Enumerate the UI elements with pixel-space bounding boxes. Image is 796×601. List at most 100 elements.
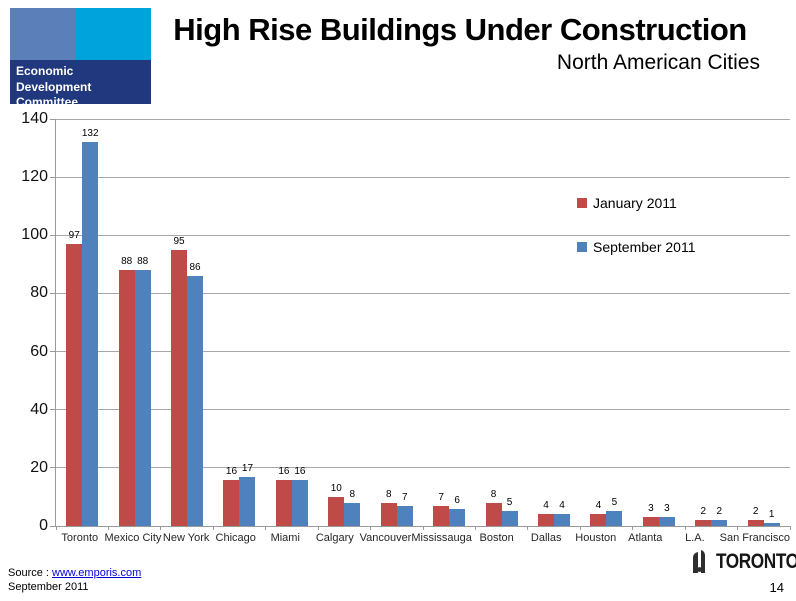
x-axis-label-houston: Houston	[575, 532, 617, 544]
data-label-january-2011-chicago: 16	[225, 465, 238, 477]
y-axis-tick	[50, 351, 56, 353]
gridline	[56, 176, 790, 178]
legend-item-january-2011: January 2011	[577, 195, 695, 211]
data-label-january-2011-dallas: 4	[543, 500, 549, 512]
logo-blue-square	[10, 8, 76, 60]
committee-logo: Economic Development Committee	[10, 8, 151, 109]
category-group-miami: 16 16	[266, 119, 318, 526]
bar-september-2011-calgary: 8	[344, 489, 361, 526]
category-group-mexico-city: 88 88	[108, 119, 160, 526]
committee-logo-squares	[10, 8, 151, 60]
x-axis-label-miami: Miami	[270, 532, 300, 544]
gridline	[56, 234, 790, 236]
page-subtitle: North American Cities	[556, 51, 760, 74]
x-axis-tick	[212, 526, 214, 530]
x-axis-label-mississauga: Mississauga	[411, 532, 472, 544]
logo-cyan-square	[76, 8, 151, 60]
category-group-new-york: 95 86	[161, 119, 213, 526]
x-axis-tick	[737, 526, 739, 530]
bar-september-2011-mexico-city: 88	[134, 256, 151, 526]
bar-september-2011-miami: 16	[291, 466, 308, 526]
source-label: Source :	[8, 567, 53, 579]
x-axis-label-dallas: Dallas	[530, 532, 562, 544]
data-label-january-2011-new-york: 95	[173, 235, 185, 247]
toronto-wordmark: TORONTO	[716, 550, 796, 573]
x-axis-tick	[370, 526, 372, 530]
y-axis-tick	[50, 118, 56, 120]
x-axis-tick	[107, 526, 109, 530]
y-axis-tick	[50, 176, 56, 178]
gridline	[56, 292, 790, 294]
bar-september-2011-chicago: 17	[239, 463, 256, 526]
bar-september-2011-new-york: 86	[187, 262, 204, 526]
data-label-september-2011-l-a: 2	[716, 506, 723, 518]
x-axis-label-boston: Boston	[479, 532, 514, 544]
data-label-september-2011-calgary: 8	[349, 488, 356, 500]
toronto-logo: TORONTO	[688, 548, 796, 576]
x-axis-labels: Toronto Mexico City New York Chicago Miami Ca…	[55, 532, 790, 544]
data-label-january-2011-houston: 4	[595, 500, 602, 512]
page-title: High Rise Buildings Under Construction	[173, 12, 747, 47]
bars-container: 97 132 88 88 95 86 16 17 16 16 10 8 8 7 7 6 8 5 4 4 4 5 3 3 2 2 2 1	[56, 119, 790, 526]
data-label-january-2011-atlanta: 3	[648, 503, 654, 515]
x-axis-label-vancouver: Vancouver	[359, 532, 412, 544]
gridline	[56, 351, 790, 353]
data-label-january-2011-san-francisco: 2	[752, 506, 759, 518]
plot-area: 97 132 88 88 95 86 16 17 16 16 10 8 8 7 7 6 8 5 4 4 4 5 3 3 2 2 2 1	[50, 118, 791, 530]
bar-september-2011-san-francisco: 1	[763, 509, 780, 526]
source-link[interactable]: www.emporis.com	[52, 567, 142, 579]
bar-january-2011-miami: 16	[275, 466, 292, 526]
legend-swatch-september-2011	[577, 242, 587, 252]
data-label-january-2011-mississauga: 7	[438, 491, 444, 503]
data-label-january-2011-l-a: 2	[700, 506, 707, 518]
x-axis-tick	[579, 526, 581, 530]
y-axis-tick-label: 140	[21, 110, 48, 127]
data-label-january-2011-calgary: 10	[330, 482, 342, 494]
bar-september-2011-l-a: 2	[711, 506, 728, 526]
x-axis-tick	[632, 526, 634, 530]
x-axis-tick	[160, 526, 162, 530]
source-line: Source : www.emporis.com	[8, 566, 141, 580]
data-label-september-2011-toronto: 132	[81, 128, 99, 140]
data-label-september-2011-boston: 5	[506, 497, 513, 509]
category-group-calgary: 10 8	[318, 119, 370, 526]
bar-september-2011-dallas: 4	[554, 500, 570, 526]
y-axis-tick	[50, 292, 56, 294]
committee-logo-line1: Economic Development	[16, 64, 92, 94]
x-axis-label-l-a: L.A.	[685, 532, 705, 544]
bar-january-2011-dallas: 4	[538, 500, 554, 526]
data-label-january-2011-boston: 8	[490, 488, 497, 500]
bar-september-2011-vancouver: 7	[396, 492, 413, 526]
data-label-january-2011-toronto: 97	[68, 230, 80, 242]
title-block: High Rise Buildings Under Construction N…	[160, 12, 760, 75]
bar-september-2011-toronto: 132	[82, 128, 99, 526]
data-label-september-2011-new-york: 86	[189, 262, 201, 273]
bar-january-2011-l-a: 2	[695, 506, 712, 526]
toronto-city-hall-icon	[693, 550, 705, 573]
legend-swatch-january-2011	[577, 198, 587, 208]
y-axis-tick	[50, 525, 56, 527]
x-axis-label-calgary: Calgary	[315, 532, 354, 544]
data-label-september-2011-mexico-city: 88	[137, 256, 149, 268]
y-axis-tick-label: 100	[21, 226, 48, 244]
x-axis-label-chicago: Chicago	[215, 532, 256, 544]
source-date: September 2011	[8, 581, 89, 593]
data-label-january-2011-miami: 16	[278, 465, 290, 477]
bar-january-2011-chicago: 16	[223, 466, 240, 526]
data-label-september-2011-san-francisco: 1	[768, 509, 775, 521]
x-axis-label-mexico-city: Mexico City	[104, 532, 162, 544]
bar-january-2011-san-francisco: 2	[747, 506, 764, 526]
data-label-january-2011-mexico-city: 88	[121, 256, 133, 268]
x-axis-tick	[265, 526, 267, 530]
page-number: 14	[769, 580, 784, 595]
bar-january-2011-calgary: 10	[328, 483, 345, 526]
legend-label-january-2011: January 2011	[593, 195, 677, 211]
x-axis-tick	[527, 526, 529, 530]
x-axis-tick	[422, 526, 424, 530]
